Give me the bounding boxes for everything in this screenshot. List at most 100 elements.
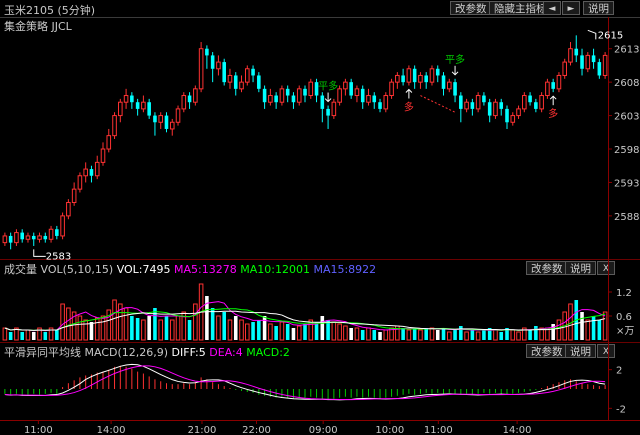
- candle-body: [418, 74, 423, 83]
- volume-bar: [528, 330, 532, 340]
- price-tick-label: 2603: [614, 112, 639, 123]
- volume-bar: [31, 332, 36, 340]
- candle-body: [534, 102, 538, 109]
- volume-bar: [60, 303, 65, 341]
- candle-body: [510, 115, 516, 123]
- volume-bar: [534, 326, 538, 340]
- candle-body: [279, 88, 285, 103]
- time-tick-label: 11:00: [24, 425, 53, 435]
- hide-indicator-button[interactable]: 隐藏主指标: [489, 1, 552, 15]
- candle-body: [83, 168, 88, 177]
- candle-body: [14, 232, 19, 244]
- candle-body: [118, 101, 123, 117]
- candle-body: [130, 95, 134, 103]
- down-arrow-icon: [451, 71, 459, 76]
- volume-bar: [158, 319, 164, 341]
- volume-bar: [585, 319, 591, 341]
- volume-tick-label: 0.6: [616, 312, 632, 323]
- volume-bar: [349, 328, 353, 340]
- volume-bar: [291, 328, 296, 340]
- candle-body: [89, 169, 94, 176]
- candle-body: [187, 95, 192, 103]
- candle-body: [153, 115, 157, 123]
- volume-unit-label: ×万: [616, 326, 634, 337]
- low-marker-line: [33, 249, 46, 257]
- volume-bar: [372, 330, 377, 340]
- help-button[interactable]: 说明: [583, 1, 614, 15]
- candle-body: [239, 81, 244, 90]
- volume-bar: [580, 312, 584, 340]
- macd-params-button[interactable]: 改参数: [526, 344, 568, 358]
- volume-bar: [141, 319, 146, 341]
- ma15-value: MA15:8922: [313, 263, 377, 276]
- candle-body: [354, 88, 360, 97]
- candle-body: [303, 88, 307, 96]
- macd-help-button[interactable]: 说明: [565, 344, 596, 358]
- candle-body: [314, 82, 319, 96]
- candle-body: [459, 95, 463, 109]
- candle-body: [366, 95, 371, 103]
- volume-bar: [505, 328, 509, 340]
- candle-body: [580, 55, 584, 69]
- volume-bar: [135, 318, 140, 340]
- volume-bar: [55, 330, 59, 340]
- next-indicator-button[interactable]: ►: [562, 1, 580, 15]
- volume-bar: [401, 328, 405, 340]
- volume-bar: [320, 316, 325, 340]
- volume-bar: [77, 315, 83, 341]
- volume-bar: [602, 311, 608, 341]
- down-arrow-icon: [324, 98, 332, 103]
- volume-close-button[interactable]: X: [597, 261, 615, 275]
- candle-body: [482, 95, 486, 103]
- volume-bar: [470, 330, 475, 340]
- candle-body: [383, 95, 389, 110]
- trend-dash: [420, 95, 456, 113]
- time-tick-label: 09:00: [309, 425, 338, 435]
- candle-body: [539, 95, 544, 110]
- volume-bar: [354, 327, 360, 341]
- volume-bar: [274, 326, 278, 340]
- volume-bar: [43, 332, 48, 340]
- candle-body: [158, 115, 164, 123]
- macd-close-button[interactable]: X: [597, 344, 615, 358]
- candle-body: [360, 88, 365, 103]
- candle-body: [164, 115, 169, 129]
- volume-help-button[interactable]: 说明: [565, 261, 596, 275]
- volume-bar: [406, 329, 412, 341]
- ma10-value: MA10:12001: [240, 263, 310, 276]
- candle-body: [268, 95, 273, 103]
- volume-params-button[interactable]: 改参数: [526, 261, 568, 275]
- macd-tick-label: 2: [616, 366, 622, 377]
- volume-bar: [522, 327, 527, 341]
- volume-bar: [175, 315, 181, 341]
- candle-body: [528, 95, 532, 103]
- candle-body: [585, 54, 591, 70]
- vol-value: VOL:7495: [116, 263, 171, 276]
- volume-panel-header: 成交量 VOL(5,10,15) VOL:7495 MA5:13278 MA10…: [0, 259, 640, 276]
- params-button[interactable]: 改参数: [450, 1, 492, 15]
- volume-bar: [285, 324, 290, 340]
- candle-body: [441, 75, 446, 89]
- candle-body: [568, 48, 573, 63]
- candle-body: [597, 62, 602, 76]
- candle-body: [20, 232, 24, 240]
- macd-tick-label: -2: [616, 404, 626, 415]
- candle-body: [141, 101, 146, 110]
- volume-bar: [453, 330, 457, 340]
- candle-body: [320, 95, 325, 109]
- candle-body: [94, 161, 100, 177]
- prev-indicator-button[interactable]: ◄: [543, 1, 561, 15]
- volume-bar: [314, 322, 319, 340]
- volume-bar: [147, 316, 151, 340]
- long-signal: 多: [404, 100, 414, 113]
- volume-bar: [181, 311, 187, 341]
- volume-bar: [308, 319, 314, 341]
- volume-bar: [296, 325, 302, 341]
- price-tick-label: 2598: [614, 145, 639, 156]
- candle-body: [326, 108, 330, 116]
- volume-bar: [510, 329, 516, 341]
- volume-bar: [268, 323, 273, 341]
- candle-body: [216, 61, 221, 70]
